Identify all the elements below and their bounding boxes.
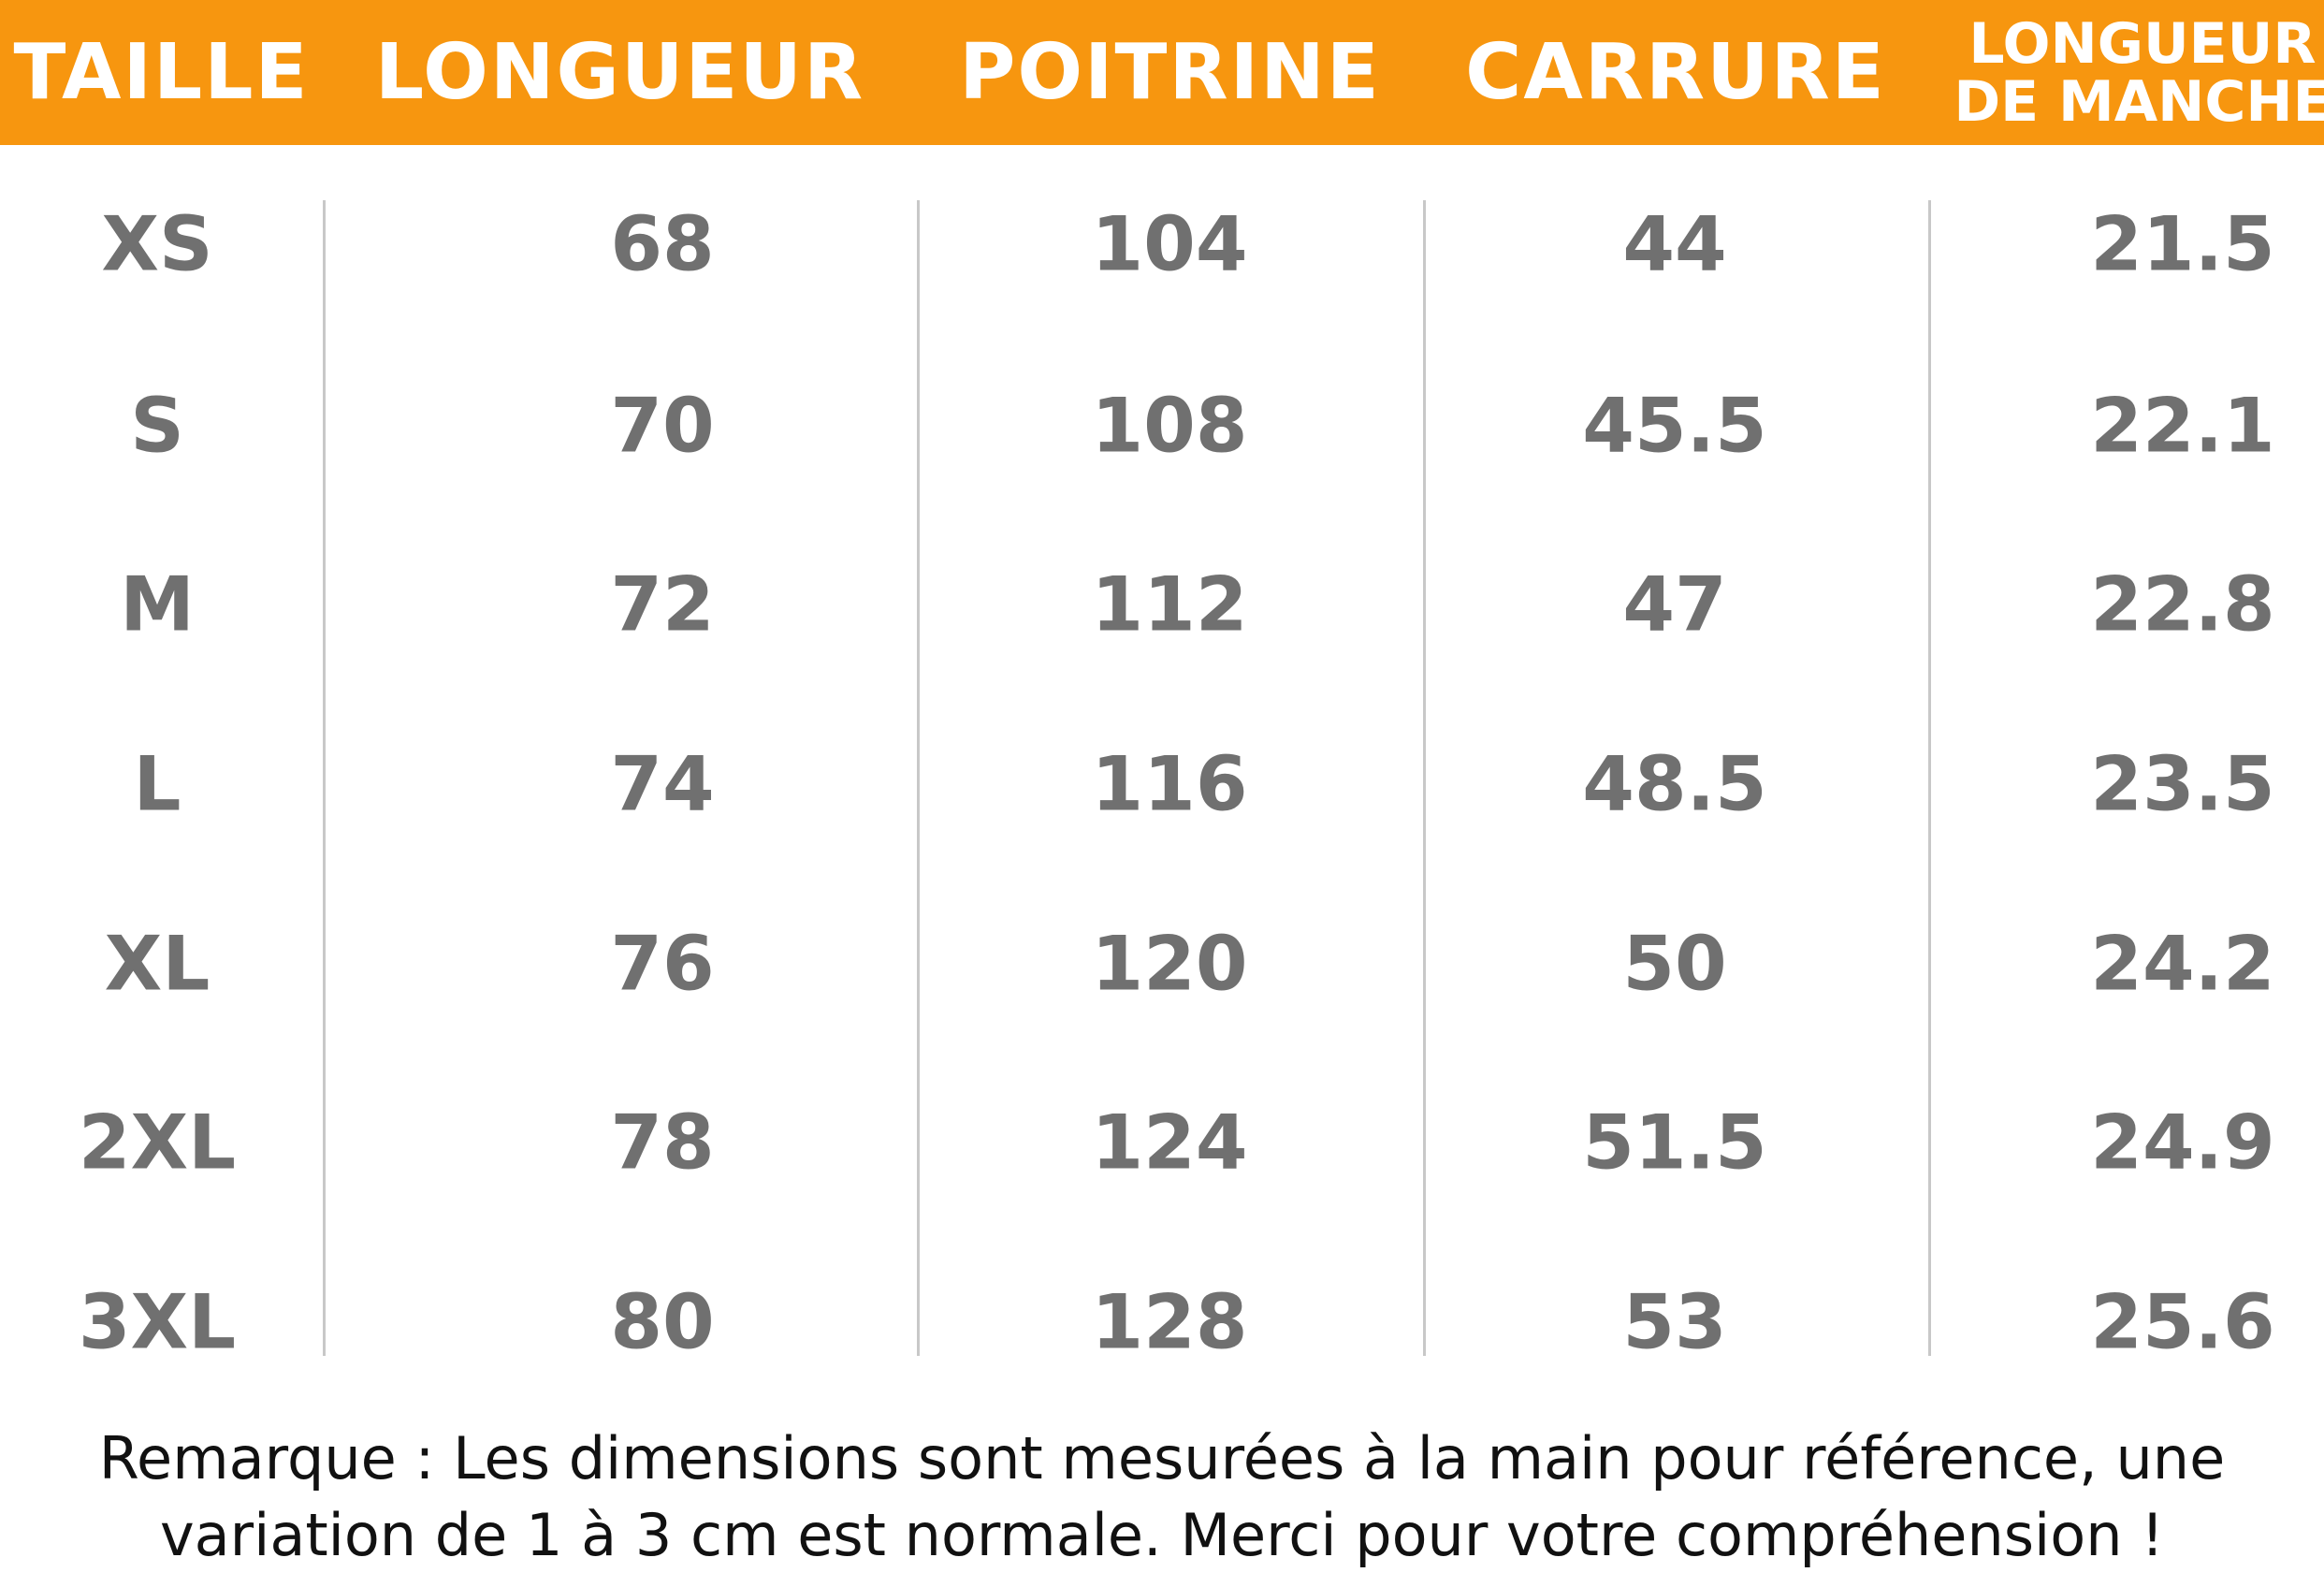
- measurement: 116: [1091, 740, 1248, 828]
- size-label: S: [130, 382, 184, 470]
- measurement: 72: [610, 561, 715, 648]
- size-label: XS: [101, 200, 213, 288]
- measurement: 104: [1091, 200, 1248, 288]
- column-divider: [917, 200, 920, 1356]
- size-label: M: [120, 561, 195, 648]
- measurement: 53: [1622, 1278, 1727, 1366]
- column-header: TAILLE: [13, 28, 310, 117]
- measurement: 112: [1091, 561, 1248, 648]
- measurement: 24.2: [2090, 920, 2275, 1008]
- column-divider: [1928, 200, 1931, 1356]
- measurement: 80: [610, 1278, 715, 1366]
- column-header: LONGUEUR: [374, 28, 865, 117]
- size-label: L: [133, 740, 182, 828]
- measurement: 22.8: [2090, 561, 2275, 648]
- measurement: 76: [610, 920, 715, 1008]
- header-bar: [0, 0, 2324, 145]
- measurement: 68: [610, 200, 715, 288]
- measurement: 120: [1091, 920, 1248, 1008]
- measurement: 47: [1622, 561, 1727, 648]
- size-label: XL: [104, 920, 211, 1008]
- measurement: 21.5: [2090, 200, 2275, 288]
- measurement: 22.1: [2090, 382, 2275, 470]
- column-divider: [323, 200, 326, 1356]
- measurement: 124: [1091, 1099, 1248, 1187]
- measurement: 44: [1622, 200, 1727, 288]
- measurement: 78: [610, 1099, 715, 1187]
- measurement: 128: [1091, 1278, 1248, 1366]
- measurement: 74: [610, 740, 715, 828]
- note: Remarque : Les dimensions sont mesurées …: [98, 1424, 2226, 1569]
- measurement: 70: [610, 382, 715, 470]
- measurement: 108: [1091, 382, 1248, 470]
- measurement: 48.5: [1582, 740, 1767, 828]
- column-divider: [1423, 200, 1426, 1356]
- measurement: 50: [1622, 920, 1727, 1008]
- measurement: 23.5: [2090, 740, 2275, 828]
- measurement: 51.5: [1582, 1099, 1767, 1187]
- size-label: 3XL: [78, 1278, 237, 1366]
- column-header: LONGUEUR DE MANCHE: [1954, 10, 2324, 135]
- measurement: 24.9: [2090, 1099, 2275, 1187]
- size-label: 2XL: [78, 1099, 237, 1187]
- column-header: POITRINE: [959, 28, 1381, 117]
- column-header: CARRURE: [1465, 28, 1886, 117]
- measurement: 45.5: [1582, 382, 1767, 470]
- measurement: 25.6: [2090, 1278, 2275, 1366]
